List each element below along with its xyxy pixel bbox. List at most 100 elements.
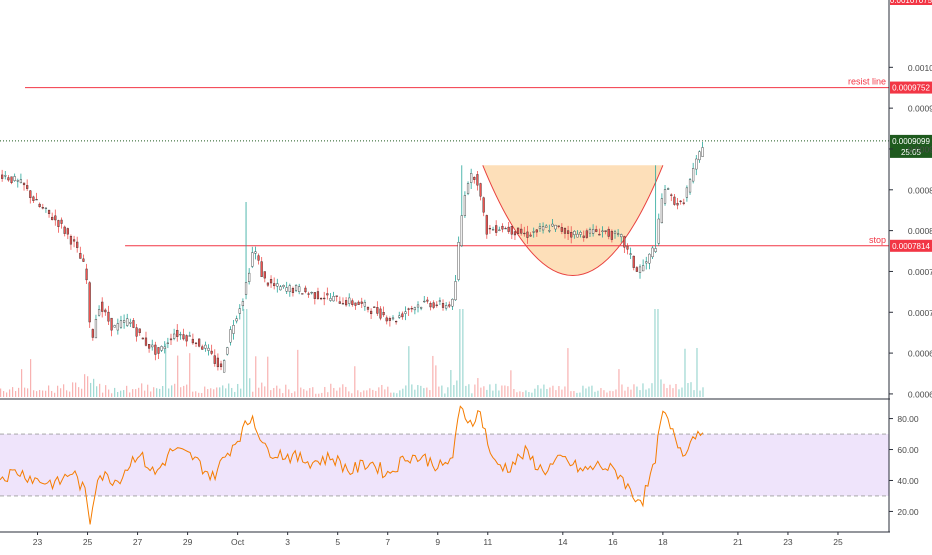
candle-body [288, 285, 291, 292]
candle-body [79, 252, 82, 259]
candle-body [573, 231, 576, 236]
candle-body [54, 215, 57, 221]
date-tick-label: 3 [285, 537, 290, 547]
volume-bar [21, 369, 23, 397]
candle-body [420, 307, 423, 309]
volume-bar [255, 356, 257, 397]
candle-body [69, 236, 73, 245]
candle-body [407, 308, 410, 310]
volume-bar [588, 386, 590, 397]
candle-body [91, 329, 94, 338]
candle-body [182, 334, 185, 340]
candle-body [7, 177, 10, 181]
volume-bar [585, 388, 587, 397]
volume-bar [375, 390, 377, 397]
candle-body [645, 261, 648, 264]
volume-bar [282, 393, 284, 397]
volume-bar [693, 390, 695, 397]
candle-body [298, 286, 301, 292]
candle-body [495, 225, 498, 233]
candle-body [329, 298, 332, 301]
volume-bar [45, 390, 47, 397]
date-tick-label: 25 [833, 537, 843, 547]
volume-bar [162, 386, 164, 397]
candle-body [22, 182, 26, 186]
candle-body [160, 346, 163, 351]
volume-bar [264, 386, 266, 397]
rsi-band [0, 434, 889, 496]
volume-bar [432, 355, 434, 397]
volume-bar [492, 390, 494, 397]
candle-body [488, 228, 492, 230]
candle-body [638, 266, 642, 273]
candle-body [388, 318, 391, 321]
volume-bar [321, 392, 323, 397]
volume-bar [561, 389, 563, 397]
candle-body [563, 227, 567, 234]
volume-bar [576, 392, 578, 397]
candle-body [373, 306, 376, 308]
volume-bar [15, 391, 17, 397]
candle-body [26, 185, 29, 189]
candle-body [441, 303, 445, 308]
volume-bar [249, 378, 251, 397]
candle-body [304, 287, 307, 293]
countdown-label: 25:05 [901, 148, 922, 157]
candle-body [141, 337, 144, 340]
volume-bar [75, 382, 77, 397]
volume-bar [624, 390, 626, 397]
candle-body [116, 323, 119, 331]
volume-bar [546, 388, 548, 397]
volume-bar [114, 387, 116, 397]
volume-bar [138, 387, 140, 397]
volume-bar [267, 356, 269, 397]
candle-body [663, 189, 667, 204]
volume-bar [519, 391, 521, 397]
candle-body [688, 179, 692, 193]
volume-bar [471, 393, 473, 397]
price-pane[interactable]: resist line 0.0009752 stop 0.0007814 0.00090… [0, 77, 932, 397]
candle-body [119, 320, 123, 328]
candle-body [57, 220, 60, 227]
candle-body [376, 307, 379, 314]
candle-body [585, 230, 588, 238]
volume-bar [207, 389, 209, 397]
candle-body [379, 308, 382, 319]
date-tick-label: 11 [483, 537, 492, 547]
candle-body [651, 247, 654, 258]
volume-bar [339, 387, 341, 397]
line-label: stop [869, 235, 886, 245]
volume-bar [447, 387, 449, 397]
volume-bar [216, 387, 218, 397]
volume-bar [402, 388, 404, 397]
volume-bar [579, 392, 581, 397]
volume-bar [423, 388, 425, 397]
candle-body [401, 313, 404, 318]
candle-body [382, 312, 385, 316]
candle-body [667, 188, 670, 190]
volume-bar [99, 383, 101, 397]
volume-bar [699, 390, 701, 397]
candle-body [685, 187, 689, 198]
resist-line[interactable]: resist line 0.0009752 [25, 77, 932, 94]
cup-pattern-fill[interactable] [482, 165, 663, 276]
volume-bar [102, 392, 104, 397]
rsi-pane[interactable] [0, 405, 889, 525]
volume-bar [450, 370, 452, 397]
candle-body [263, 271, 266, 279]
candle-body [354, 302, 357, 306]
volume-bar [405, 385, 407, 397]
candle-body [194, 342, 198, 344]
volume-bar [84, 374, 86, 397]
cup-pattern-curve[interactable] [482, 165, 664, 277]
candle-body [166, 342, 169, 344]
volume-bar [183, 385, 185, 397]
stop-line[interactable]: stop 0.0007814 [125, 235, 932, 252]
volume-bar [603, 390, 605, 397]
volume-bar [597, 390, 599, 397]
candle-body [554, 224, 557, 230]
volume-bar [24, 387, 26, 397]
